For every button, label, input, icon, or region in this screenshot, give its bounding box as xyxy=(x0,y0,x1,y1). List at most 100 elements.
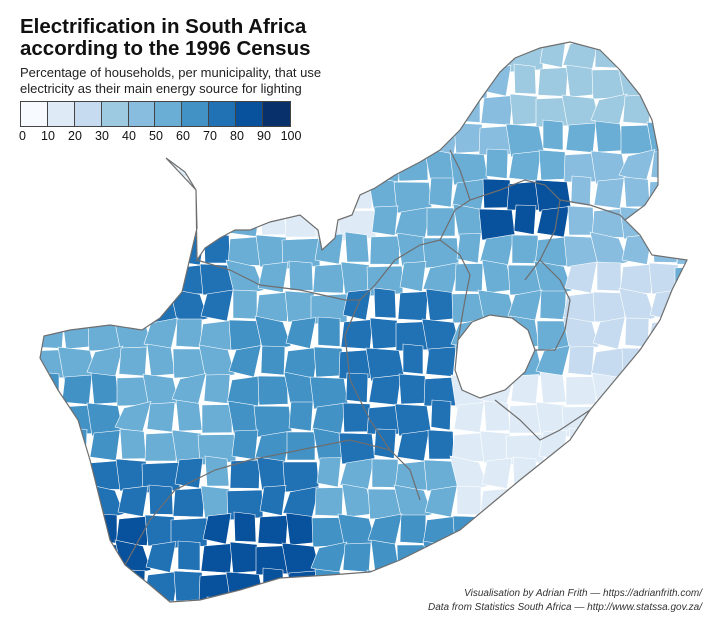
municipality-region xyxy=(115,515,151,546)
municipality-region xyxy=(64,205,90,236)
municipality-region xyxy=(509,513,541,545)
municipality-region xyxy=(40,179,65,210)
municipality-region xyxy=(619,263,655,294)
municipality-region xyxy=(40,42,67,72)
municipality-region xyxy=(90,372,120,405)
municipality-region xyxy=(63,598,91,602)
municipality-region xyxy=(172,348,206,379)
legend-tick-40: 40 xyxy=(122,129,136,143)
municipality-region xyxy=(199,180,235,211)
municipality-region xyxy=(170,207,208,241)
municipality-region xyxy=(88,543,122,575)
credits: Visualisation by Adrian Frith — https://… xyxy=(428,587,702,615)
municipality-region xyxy=(175,65,203,96)
municipality-region xyxy=(372,65,398,96)
province-boundary-line xyxy=(196,259,360,301)
municipality-region xyxy=(650,91,680,125)
municipality-region xyxy=(88,231,122,267)
legend-tick-10: 10 xyxy=(41,129,55,143)
municipality-region xyxy=(310,42,348,71)
municipality-region xyxy=(40,119,68,157)
municipality-region xyxy=(254,315,292,353)
municipality-region xyxy=(257,63,289,98)
municipality-region xyxy=(40,319,65,349)
municipality-region xyxy=(93,120,117,151)
municipality-region xyxy=(229,206,261,237)
municipality-region xyxy=(652,373,678,404)
municipality-region xyxy=(257,375,289,406)
municipality-region xyxy=(144,432,178,462)
municipality-region xyxy=(226,121,264,155)
municipality-region xyxy=(621,347,653,378)
municipality-region xyxy=(230,67,260,97)
municipality-region xyxy=(119,428,147,460)
municipality-region xyxy=(40,260,66,295)
municipality-region xyxy=(424,66,458,99)
municipality-region xyxy=(650,403,680,433)
municipality-region xyxy=(483,400,511,432)
municipality-region xyxy=(146,343,176,377)
municipality-region xyxy=(479,487,515,518)
municipality-region xyxy=(40,431,68,465)
municipality-region xyxy=(117,599,149,602)
municipality-region xyxy=(200,543,234,574)
country-outline xyxy=(39,41,688,603)
municipality-region xyxy=(647,42,683,72)
municipality-region xyxy=(58,543,96,575)
municipality-region xyxy=(426,207,456,237)
municipality-region xyxy=(449,455,489,494)
municipality-region xyxy=(283,68,319,100)
legend-tick-100: 100 xyxy=(280,129,302,143)
legend-tick-50: 50 xyxy=(149,129,163,143)
municipality-region xyxy=(143,292,179,324)
municipality-region xyxy=(40,234,68,267)
municipality-region xyxy=(90,42,120,69)
municipality-region xyxy=(428,177,454,208)
municipality-region xyxy=(198,344,236,381)
municipality-region xyxy=(370,539,400,573)
municipality-region xyxy=(366,569,404,602)
legend-tick-80: 80 xyxy=(230,129,244,143)
municipality-region xyxy=(369,235,401,265)
municipality-region xyxy=(539,371,567,404)
municipality-region xyxy=(88,569,122,602)
municipality-region xyxy=(316,457,342,488)
legend-swatch-5 xyxy=(155,102,183,126)
municipality-region xyxy=(536,459,570,490)
municipality-region xyxy=(567,346,595,376)
municipality-region xyxy=(203,233,231,264)
municipality-region xyxy=(365,42,405,74)
municipality-region xyxy=(648,180,682,210)
province-boundary-line xyxy=(559,199,626,221)
municipality-region xyxy=(678,459,687,489)
municipality-region xyxy=(314,568,344,601)
municipality-region xyxy=(86,97,124,129)
credit-visualisation: Visualisation by Adrian Frith — https://… xyxy=(464,588,702,599)
municipality-region xyxy=(310,598,348,602)
municipality-region xyxy=(338,95,376,127)
municipality-region xyxy=(175,399,203,432)
legend-tick-labels: 0 10 20 30 40 50 60 70 80 90 100 xyxy=(19,129,320,145)
municipality-region xyxy=(428,42,454,67)
municipality-region xyxy=(533,260,573,298)
municipality-region xyxy=(394,91,432,129)
municipality-region xyxy=(198,66,236,99)
municipality-region xyxy=(478,511,516,549)
municipality-region xyxy=(198,42,236,73)
municipality-region xyxy=(430,399,452,431)
municipality-region xyxy=(90,291,120,321)
map-subtitle-line-2: electricity as their main energy source … xyxy=(20,81,302,96)
municipality-region xyxy=(673,348,687,382)
municipality-region xyxy=(317,316,341,347)
municipality-region xyxy=(145,121,177,154)
municipality-region xyxy=(371,458,399,488)
municipality-region xyxy=(399,595,427,602)
municipality-region xyxy=(646,433,684,465)
municipality-region xyxy=(40,542,63,572)
municipality-region xyxy=(114,236,152,269)
municipality-region xyxy=(86,599,124,602)
municipality-region xyxy=(678,205,687,237)
legend-swatch-4 xyxy=(128,102,156,126)
municipality-region xyxy=(676,96,687,127)
municipality-region xyxy=(369,317,401,350)
